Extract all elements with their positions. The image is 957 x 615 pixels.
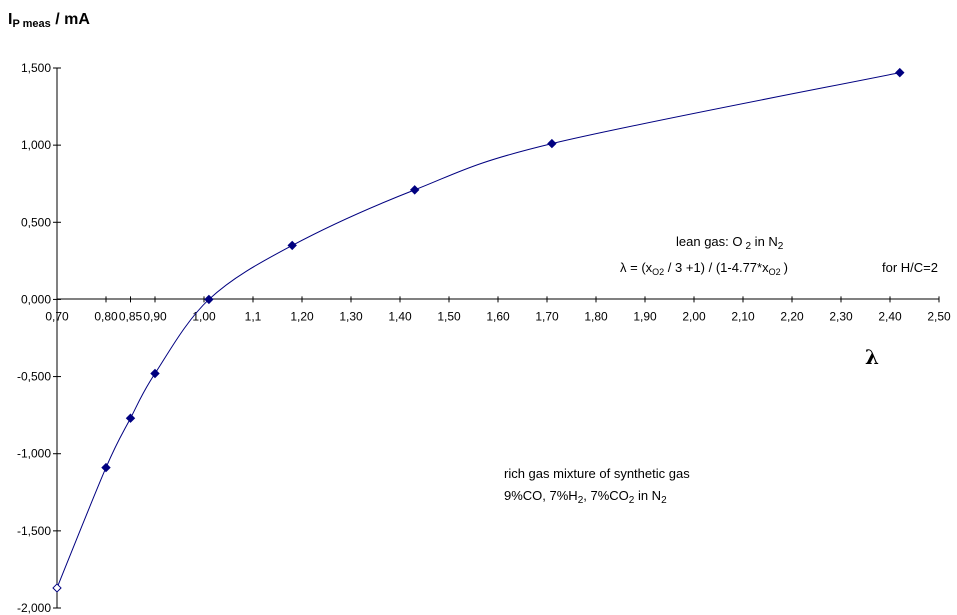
y-tick-label: -1,000 (17, 447, 51, 461)
annotation-lean-line2: λ = (xO2 / 3 +1) / (1-4.77*xO2) (620, 260, 788, 277)
x-tick-label: 2,30 (829, 309, 853, 323)
data-point-marker (204, 294, 214, 305)
x-tick-label: 2,00 (682, 309, 706, 323)
annotation-rich-line2: 9%CO, 7%H2, 7%CO2 in N2 (504, 488, 667, 506)
annotation-rich-line1: rich gas mixture of synthetic gas (504, 466, 690, 481)
x-tick-label: 1,80 (584, 309, 608, 323)
data-point-marker (52, 583, 62, 593)
data-point-marker (547, 138, 557, 149)
x-tick-label: 0,85 (119, 309, 143, 323)
y-tick-label: 0,500 (21, 215, 51, 229)
y-tick-label: -2,000 (17, 601, 51, 615)
x-tick-label: 1,70 (535, 309, 559, 323)
data-point-marker (287, 240, 297, 251)
x-tick-label: 1,30 (339, 309, 363, 323)
x-tick-label: 1,20 (290, 309, 314, 323)
x-ticks: 0,70 0,80 0,85 0,90 1,00 1,1 1,20 1,30 1,40 1,50 1… (45, 296, 951, 323)
x-tick-label: 1,1 (245, 309, 262, 323)
x-tick-label: 0,90 (143, 309, 167, 323)
x-tick-label: 1,00 (192, 309, 216, 323)
y-axis-title-main: I (8, 11, 12, 28)
y-tick-label: 1,500 (21, 61, 51, 75)
x-tick-label: 2,50 (927, 309, 951, 323)
x-tick-label: 1,90 (633, 309, 657, 323)
x-tick-label: 2,40 (878, 309, 902, 323)
data-point-marker (895, 67, 905, 78)
y-tick-label: -0,500 (17, 370, 51, 384)
x-tick-label: 2,10 (731, 309, 755, 323)
data-point-marker (409, 185, 420, 195)
x-tick-label: 0,80 (94, 309, 118, 323)
x-tick-label: 0,70 (45, 309, 69, 323)
annotation-lean-line2-hc: for H/C=2 (882, 260, 938, 275)
y-ticks: 1,500 1,000 0,500 0,000 -0,500 -1,000 -1,500 -2… (17, 61, 61, 615)
y-tick-label: -1,500 (17, 524, 51, 538)
y-tick-label: 1,000 (21, 138, 51, 152)
y-tick-label: 0,000 (21, 292, 51, 306)
x-axis-title: λ (865, 345, 879, 369)
y-axis-title-sub: P meas (12, 18, 50, 30)
y-axis-title: IP meas / mA (8, 11, 90, 30)
y-axis-title-rest: / mA (51, 11, 91, 28)
data-point-marker (125, 413, 136, 423)
data-point-marker (101, 462, 111, 473)
series-markers (52, 67, 905, 593)
series-curve (56, 72, 900, 589)
data-point-marker (150, 368, 160, 379)
x-tick-label: 1,60 (486, 309, 510, 323)
x-tick-label: 1,50 (437, 309, 461, 323)
x-tick-label: 1,40 (388, 309, 412, 323)
x-tick-label: 2,20 (780, 309, 804, 323)
